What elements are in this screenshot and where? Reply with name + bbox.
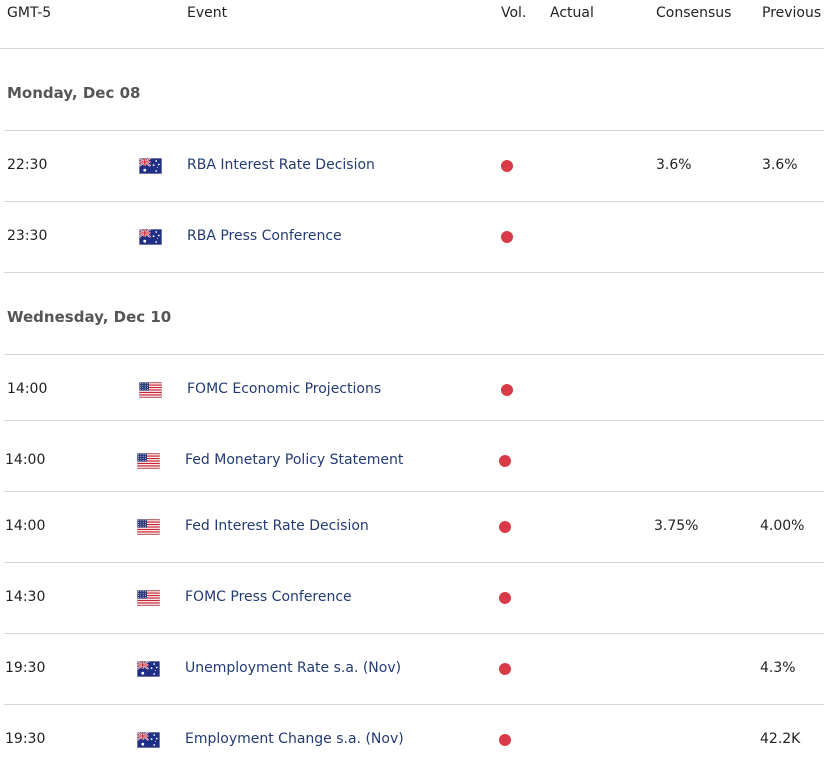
event-time: 19:30	[5, 660, 46, 676]
event-name[interactable]: RBA Press Conference	[187, 228, 342, 244]
divider	[4, 420, 824, 421]
high-volatility-icon	[499, 663, 511, 675]
consensus-column-header: Consensus	[656, 5, 732, 21]
event-row[interactable]: 14:30 FOMC Press Conference	[0, 583, 824, 613]
divider	[4, 272, 824, 273]
previous-column-header: Previous	[762, 5, 822, 21]
divider	[4, 130, 824, 131]
event-consensus: 3.75%	[654, 518, 699, 534]
high-volatility-icon	[499, 521, 511, 533]
event-row[interactable]: 23:30 RBA Press Conference	[0, 222, 824, 252]
divider	[4, 562, 824, 563]
event-row[interactable]: 22:30 RBA Interest Rate Decision 3.6% 3.…	[0, 151, 824, 181]
event-time: 14:00	[5, 518, 46, 534]
event-row[interactable]: 19:30 Employment Change s.a. (Nov) 42.2K	[0, 725, 824, 755]
event-time: 23:30	[7, 228, 48, 244]
event-row[interactable]: 14:00 Fed Interest Rate Decision 3.75% 4…	[0, 512, 824, 542]
actual-column-header: Actual	[550, 5, 594, 21]
high-volatility-icon	[499, 592, 511, 604]
us-flag-icon	[137, 590, 160, 606]
event-name[interactable]: RBA Interest Rate Decision	[187, 157, 375, 173]
event-row[interactable]: 14:00 Fed Monetary Policy Statement	[0, 446, 824, 476]
timezone-header[interactable]: GMT-5	[7, 5, 52, 21]
day-label: Wednesday, Dec 10	[7, 308, 172, 326]
event-name[interactable]: Fed Monetary Policy Statement	[185, 452, 404, 468]
event-consensus: 3.6%	[656, 157, 692, 173]
day-label: Monday, Dec 08	[7, 84, 141, 102]
divider	[4, 633, 824, 634]
event-previous: 4.3%	[760, 660, 796, 676]
high-volatility-icon	[499, 734, 511, 746]
au-flag-icon	[138, 157, 162, 174]
event-row[interactable]: 14:00 FOMC Economic Projections	[0, 375, 824, 405]
event-name[interactable]: FOMC Economic Projections	[187, 381, 382, 397]
event-time: 14:00	[7, 381, 48, 397]
event-name[interactable]: Employment Change s.a. (Nov)	[185, 731, 404, 747]
event-time: 14:00	[5, 452, 46, 468]
high-volatility-icon	[501, 160, 513, 172]
us-flag-icon	[137, 519, 160, 535]
us-flag-icon	[139, 382, 162, 398]
event-previous: 4.00%	[760, 518, 805, 534]
au-flag-icon	[138, 228, 162, 245]
event-time: 14:30	[5, 589, 46, 605]
event-previous: 42.2K	[760, 731, 801, 747]
event-name[interactable]: FOMC Press Conference	[185, 589, 352, 605]
event-previous: 3.6%	[762, 157, 798, 173]
event-name[interactable]: Unemployment Rate s.a. (Nov)	[185, 660, 402, 676]
au-flag-icon	[136, 731, 160, 748]
divider	[4, 704, 824, 705]
high-volatility-icon	[501, 231, 513, 243]
divider	[4, 201, 824, 202]
volatility-column-header: Vol.	[501, 5, 527, 21]
calendar-header: GMT-5 Event Vol. Actual Consensus Previo…	[0, 0, 824, 49]
us-flag-icon	[137, 453, 160, 469]
event-column-header: Event	[187, 5, 228, 21]
divider	[4, 491, 824, 492]
event-time: 19:30	[5, 731, 46, 747]
divider	[4, 354, 824, 355]
high-volatility-icon	[499, 455, 511, 467]
event-row[interactable]: 19:30 Unemployment Rate s.a. (Nov) 4.3%	[0, 654, 824, 684]
event-time: 22:30	[7, 157, 48, 173]
high-volatility-icon	[501, 384, 513, 396]
au-flag-icon	[136, 660, 160, 677]
event-name[interactable]: Fed Interest Rate Decision	[185, 518, 369, 534]
